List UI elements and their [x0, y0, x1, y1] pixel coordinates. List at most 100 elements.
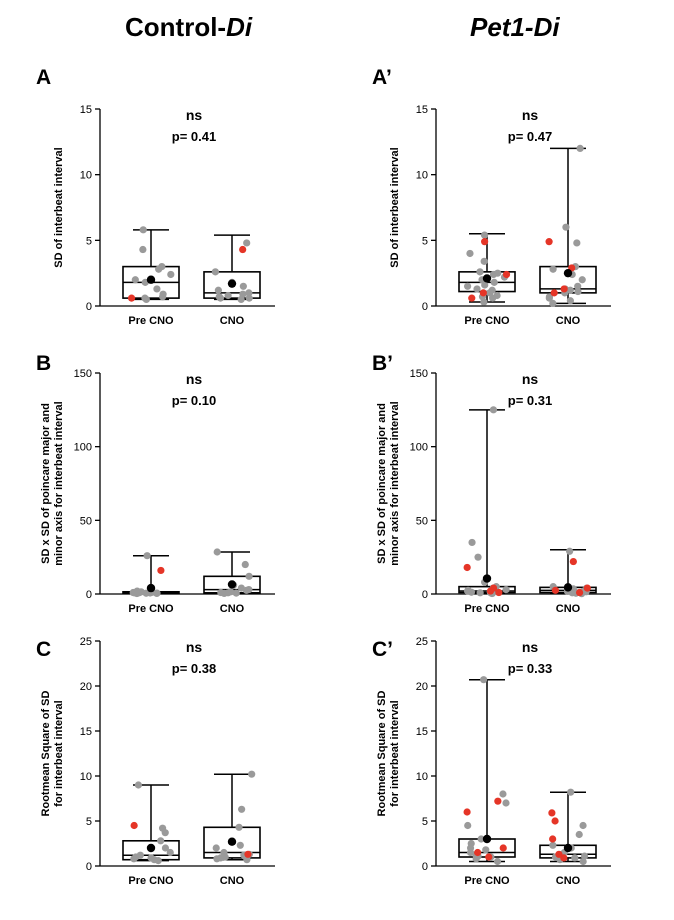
y-axis-label: for interbeat interval [389, 700, 401, 806]
data-point-gray [243, 239, 251, 247]
data-point-gray [562, 223, 570, 231]
data-point-gray [467, 839, 475, 848]
x-category-label: CNO [220, 875, 245, 887]
data-point-gray [464, 586, 472, 594]
x-category-label: CNO [556, 603, 581, 615]
data-point-gray [214, 286, 222, 294]
mean-point [146, 583, 156, 593]
panel-letter-c: C [36, 638, 52, 661]
box-group-0 [122, 781, 180, 865]
x-category-label: CNO [220, 315, 245, 327]
data-point-gray [502, 799, 510, 807]
data-point-red [502, 270, 511, 279]
y-axis-label: Rootmean Square of SD [376, 690, 388, 816]
y-tick-label: 150 [74, 368, 92, 380]
panel-letter-b: B [36, 352, 52, 375]
data-point-red [551, 586, 560, 594]
significance-label: ns [186, 639, 203, 655]
mean-point [227, 837, 237, 846]
y-tick-label: 15 [80, 104, 92, 116]
y-tick-label: 50 [416, 515, 428, 527]
data-point-red [239, 245, 247, 254]
data-point-gray [224, 291, 232, 300]
iqr-box [203, 271, 261, 299]
data-point-gray [579, 821, 587, 830]
data-point-gray [245, 572, 253, 580]
data-point-gray [232, 589, 240, 597]
mean-point [482, 274, 492, 283]
data-point-gray [576, 144, 584, 152]
y-tick-label: 100 [410, 442, 428, 454]
data-point-red [569, 557, 577, 566]
y-axis-label: for interbeat interval [53, 700, 65, 806]
data-point-gray [161, 844, 170, 852]
panel-0: 0 5 10 15 SD of interbeat interval ns p= 0.41 P… [53, 104, 275, 327]
y-axis-label: minor axis for interbeat interval [389, 401, 401, 565]
x-category-label: Pre CNO [128, 315, 174, 327]
y-tick-label: 15 [416, 104, 428, 116]
data-point-gray [571, 854, 579, 862]
y-tick-label: 100 [74, 442, 92, 454]
data-point-gray [489, 406, 498, 414]
y-tick-label: 15 [80, 726, 92, 738]
p-value-label: p= 0.41 [172, 129, 216, 144]
data-point-gray [153, 285, 161, 293]
data-point-red [550, 289, 558, 297]
data-point-gray [566, 297, 574, 305]
y-tick-label: 0 [422, 589, 428, 601]
y-tick-label: 150 [410, 368, 428, 380]
y-tick-label: 20 [416, 681, 428, 693]
data-point-gray [139, 226, 147, 234]
data-point-gray [212, 844, 220, 852]
panel-2: 0 50 100 150 SD x SD of poincare major and mi… [40, 368, 275, 615]
y-tick-label: 5 [422, 816, 428, 828]
data-point-gray [468, 538, 476, 547]
data-point-gray [489, 270, 498, 279]
y-tick-label: 20 [80, 681, 92, 693]
box-group-0 [122, 226, 180, 304]
data-point-gray [464, 821, 472, 830]
data-point-gray [499, 790, 507, 798]
significance-label: ns [186, 371, 203, 387]
panel-4: 0 5 10 15 20 25 Rootmean Square of SD for inter… [40, 636, 275, 887]
data-point-gray [245, 294, 253, 302]
y-tick-label: 25 [80, 636, 92, 648]
y-tick-label: 10 [416, 170, 428, 182]
panel-5: 0 5 10 15 20 25 Rootmean Square of SD for inter… [376, 636, 611, 887]
data-point-gray [473, 285, 481, 293]
p-value-label: p= 0.47 [508, 129, 552, 144]
x-category-label: Pre CNO [464, 603, 510, 615]
panel-letter-c-prime: C’ [372, 638, 393, 661]
data-point-red [485, 853, 493, 861]
data-point-red [549, 835, 557, 843]
data-point-gray [490, 278, 498, 286]
y-tick-label: 5 [86, 235, 92, 247]
data-point-red [548, 809, 556, 817]
data-point-gray [235, 823, 243, 831]
data-point-gray [141, 294, 149, 302]
data-point-red [463, 563, 471, 572]
data-point-gray [493, 291, 501, 300]
data-point-gray [545, 294, 553, 302]
data-point-gray [488, 286, 496, 294]
y-tick-label: 10 [80, 170, 92, 182]
panel-3: 0 50 100 150 SD x SD of poincare major and mi… [376, 368, 611, 615]
data-point-gray [566, 547, 574, 555]
data-point-gray [480, 231, 489, 239]
panel-letter-b-prime: B’ [372, 352, 393, 375]
data-point-gray [131, 276, 139, 284]
data-point-gray [159, 290, 167, 298]
data-point-red [244, 850, 252, 858]
mean-point [146, 275, 156, 284]
data-point-gray [158, 263, 166, 271]
data-point-red [468, 294, 476, 302]
data-point-gray [236, 841, 244, 849]
x-category-label: CNO [556, 875, 581, 887]
data-point-gray [482, 846, 490, 854]
mean-point [482, 574, 492, 583]
column-title-italic: Pet1-Di [470, 12, 560, 42]
p-value-label: p= 0.33 [508, 661, 552, 676]
panel-letter-a: A [36, 66, 52, 89]
mean-point [563, 583, 573, 592]
